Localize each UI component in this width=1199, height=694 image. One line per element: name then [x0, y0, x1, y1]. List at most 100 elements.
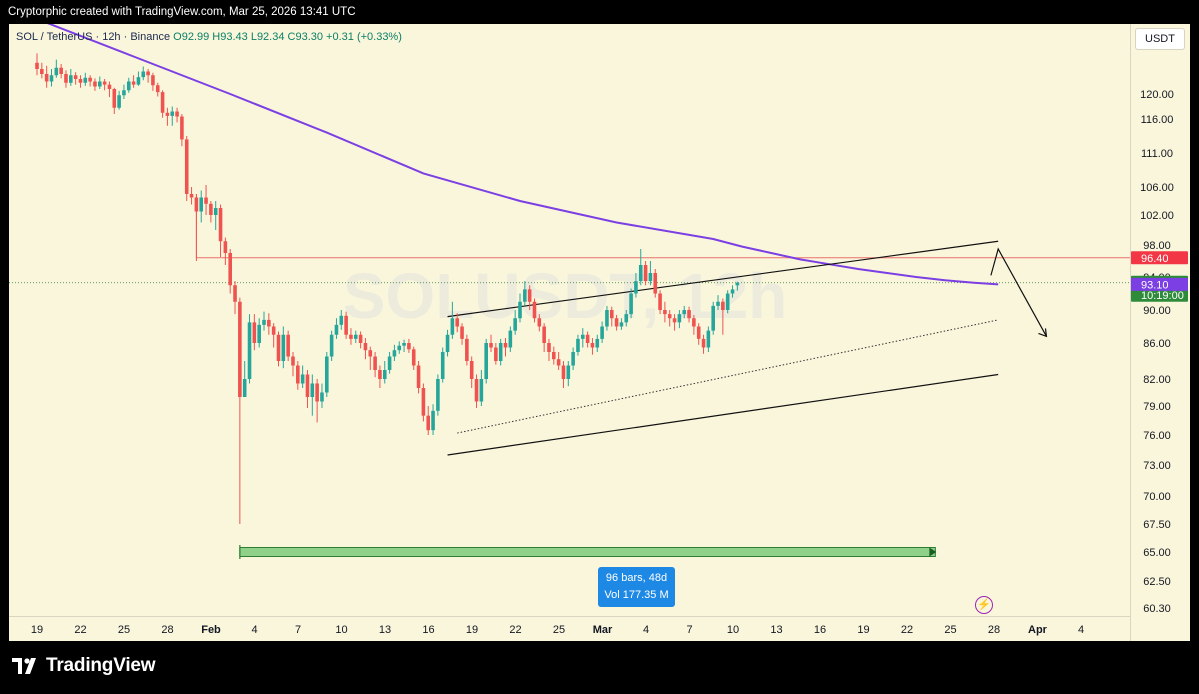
candle — [595, 334, 600, 352]
moving-average-line — [47, 24, 999, 286]
candle — [672, 314, 677, 331]
candle — [296, 361, 300, 390]
candle-body — [184, 139, 189, 194]
candle-body — [426, 415, 431, 431]
price-tick-label: 98.00 — [1143, 240, 1171, 252]
candle — [305, 370, 310, 408]
candle — [648, 261, 653, 286]
time-tick-label: 7 — [295, 624, 301, 636]
time-tick-label: 13 — [379, 624, 391, 636]
price-tick-label: 62.50 — [1143, 576, 1171, 588]
candle-body — [349, 334, 353, 339]
tradingview-logo: TradingView — [12, 655, 156, 677]
candle-body — [228, 253, 232, 286]
time-tick-label: Feb — [201, 624, 221, 636]
candle-body — [556, 359, 561, 366]
candle — [238, 297, 242, 524]
candle-body — [735, 282, 740, 286]
candle-body — [677, 314, 682, 323]
candle-body — [498, 343, 503, 361]
candle — [706, 326, 711, 352]
candle — [102, 79, 107, 91]
candle — [614, 314, 619, 331]
candle-body — [692, 318, 696, 327]
candle — [310, 374, 315, 416]
candle — [547, 338, 551, 361]
time-tick-label: 4 — [643, 624, 649, 636]
candle-body — [629, 293, 633, 315]
candle — [580, 328, 585, 348]
price-tick-label: 70.00 — [1143, 491, 1171, 503]
candle-body — [180, 116, 184, 140]
price-label-ma: 93.10 — [1131, 277, 1188, 291]
candle — [271, 323, 276, 348]
candle — [687, 306, 691, 323]
candle — [455, 313, 460, 333]
candle-body — [296, 365, 300, 384]
candle — [252, 314, 257, 351]
candle-body — [378, 370, 382, 379]
price-tick-label: 120.00 — [1140, 89, 1174, 101]
candle — [508, 326, 513, 352]
candle — [411, 346, 416, 370]
candle — [518, 293, 522, 323]
candle-body — [407, 343, 411, 350]
date-range-arrow — [929, 547, 937, 557]
time-tick-label: 16 — [422, 624, 434, 636]
measure-tooltip: 96 bars, 48d Vol 177.35 M — [598, 567, 675, 607]
candle-body — [532, 301, 537, 319]
candle — [643, 261, 648, 286]
price-tick-label: 82.00 — [1143, 374, 1171, 386]
candle — [54, 59, 59, 78]
candle — [590, 338, 595, 355]
candle-body — [585, 334, 590, 343]
candle-body — [73, 75, 78, 79]
price-tick-label: 116.00 — [1141, 114, 1174, 126]
candle-body — [242, 379, 247, 397]
candle — [465, 334, 469, 366]
candle-body — [329, 334, 334, 357]
candle — [494, 343, 498, 365]
candle — [436, 374, 440, 416]
candle-body — [44, 74, 49, 82]
candle — [445, 329, 450, 357]
candle-body — [363, 343, 368, 351]
candle — [527, 285, 532, 310]
candle-body — [194, 197, 199, 212]
watermark-text: SOLUSDT, 12h — [343, 260, 788, 332]
candle-body — [353, 334, 358, 339]
time-tick-label: 25 — [553, 624, 565, 636]
candle-body — [252, 322, 257, 343]
price-tick-label: 67.50 — [1143, 519, 1171, 531]
candle-body — [151, 75, 155, 86]
candle-body — [436, 379, 440, 411]
candle — [353, 330, 358, 343]
time-tick-label: 19 — [466, 624, 478, 636]
candle — [711, 301, 715, 335]
price-tick-label: 76.00 — [1143, 430, 1171, 442]
candle — [334, 318, 339, 339]
candle — [498, 338, 503, 366]
projection-arrowhead — [1038, 328, 1048, 338]
alert-bolt-icon[interactable]: ⚡ — [975, 596, 993, 614]
candle-body — [547, 343, 551, 352]
candle-body — [527, 289, 532, 302]
candle-body — [305, 374, 310, 397]
candle-body — [107, 84, 112, 89]
channel-upper-line — [447, 240, 999, 318]
candle — [735, 281, 740, 291]
candle — [189, 187, 194, 205]
candle-body — [358, 334, 363, 343]
currency-button[interactable]: USDT — [1135, 28, 1185, 50]
candle-body — [489, 343, 493, 348]
candle-body — [35, 62, 39, 69]
time-tick-label: 10 — [335, 624, 347, 636]
time-tick-label: 4 — [251, 624, 257, 636]
candle-body — [218, 208, 223, 242]
candle — [682, 305, 687, 319]
candle-body — [291, 356, 295, 366]
candle-body — [286, 334, 290, 357]
time-tick-label: 22 — [74, 624, 86, 636]
footer-bar — [0, 641, 1199, 694]
